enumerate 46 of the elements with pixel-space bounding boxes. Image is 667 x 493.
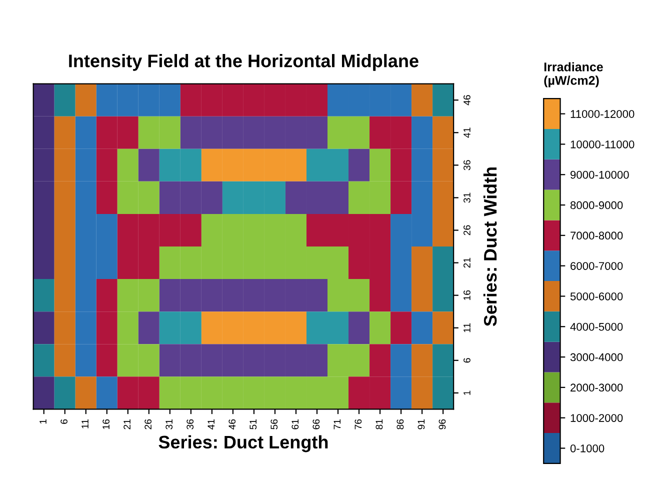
color-bar-title: Irradiance (µW/cm2) [544,62,603,88]
color-bar-label: 1000-2000 [570,414,623,422]
x-tick-label: 21 [124,419,130,430]
color-bar-label: 7000-8000 [570,232,623,240]
color-bar-label: 11000-12000 [570,110,634,118]
x-tick-label: 31 [166,419,173,430]
x-tick-label: 76 [354,419,362,430]
color-bar-label: 9000-10000 [570,170,629,179]
y-tick-label: 31 [464,192,470,203]
x-tick-label: 36 [186,419,194,430]
y-axis-title: Series: Duct Width [483,167,497,326]
y-tick-label: 6 [464,358,470,363]
x-tick-label: 56 [270,419,278,430]
color-bar-label: 10000-11000 [570,140,634,148]
color-bar-label: 8000-9000 [570,201,623,210]
y-tick-label: 11 [464,323,470,332]
color-bar-label: 4000-5000 [570,322,623,331]
x-tick-label: 11 [82,419,88,428]
x-tick-label: 1 [40,419,46,424]
x-tick-label: 71 [334,419,341,430]
chart-title: Intensity Field at the Horizontal Midplane [69,54,418,71]
color-bar-label: 5000-6000 [570,292,623,300]
x-tick-label: 41 [208,419,214,430]
y-tick-label: 16 [464,290,470,300]
y-tick-label: 46 [464,95,470,106]
x-tick-label: 6 [60,419,68,424]
x-tick-label: 61 [292,419,299,430]
x-tick-label: 91 [418,419,425,430]
color-bar-label: 6000-7000 [570,262,623,270]
color-bar-label: 0-1000 [570,444,604,452]
color-bar-label: 3000-4000 [570,353,623,362]
x-tick-label: 46 [228,419,236,430]
y-tick-label: 1 [464,390,470,395]
x-tick-label: 66 [312,419,320,430]
y-tick-label: 26 [464,225,470,236]
y-tick-label: 36 [464,160,470,170]
x-tick-label: 81 [376,419,383,430]
x-axis-title: Series: Duct Length [158,435,328,452]
x-tick-label: 26 [144,419,152,430]
x-tick-label: 86 [396,419,404,430]
y-tick-label: 41 [464,128,470,138]
color-bar-label: 2000-3000 [570,384,623,392]
x-tick-label: 96 [438,419,446,430]
x-tick-label: 16 [102,419,110,429]
y-tick-label: 21 [464,258,470,268]
x-tick-label: 51 [250,419,257,430]
